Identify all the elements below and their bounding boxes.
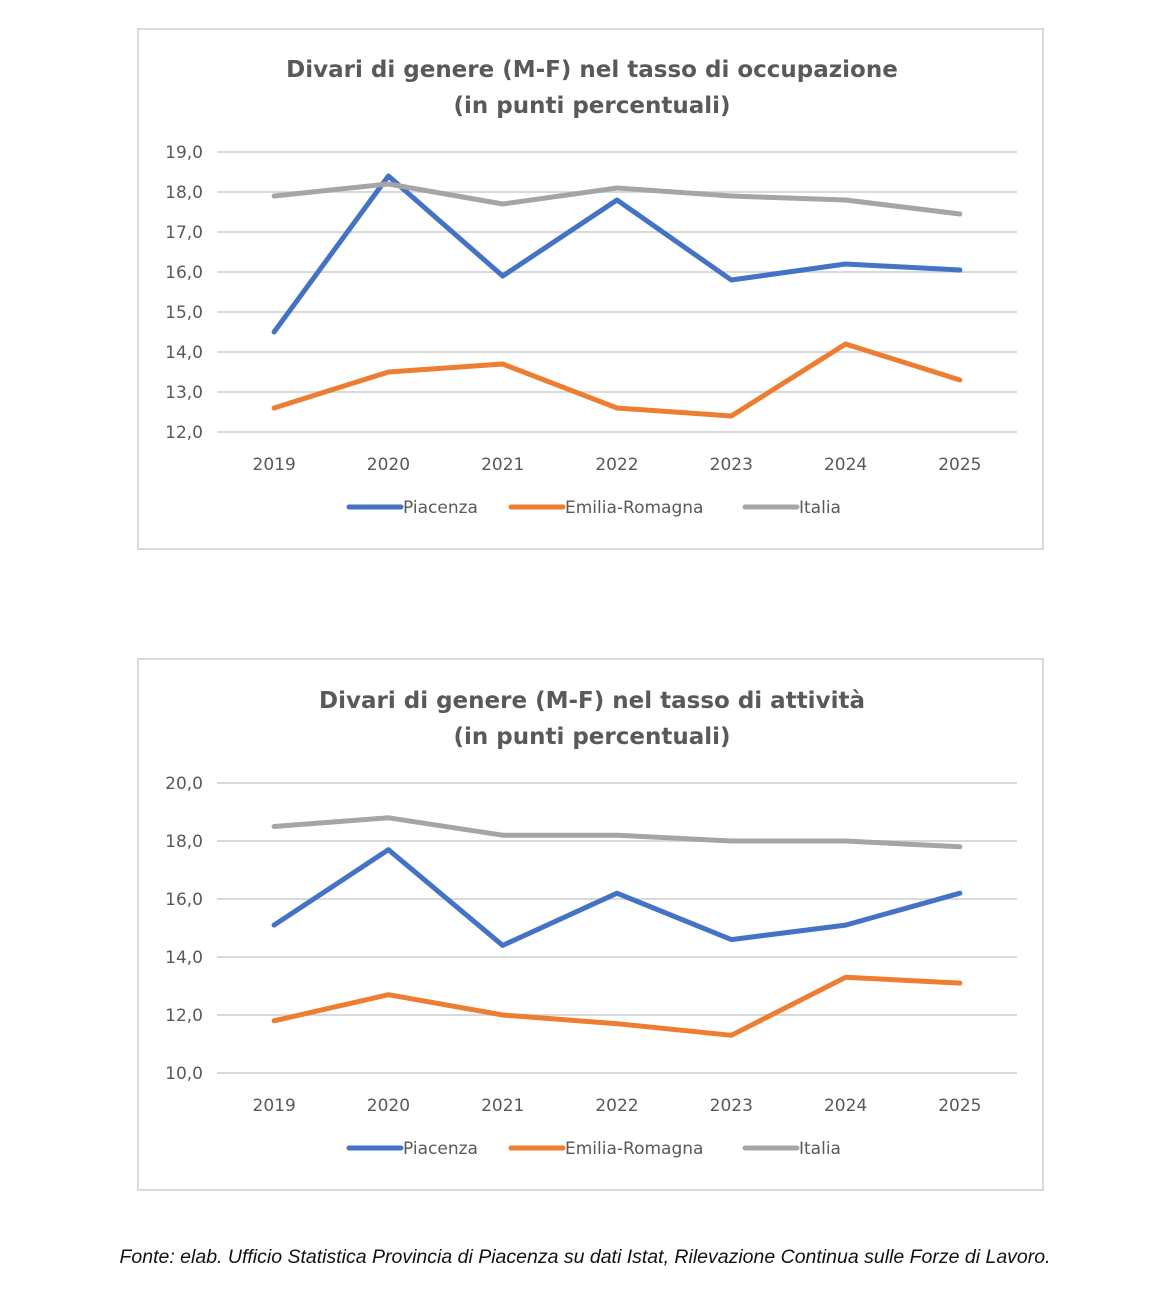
y-axis-ticks: 10,0 12,0 14,0 16,0 18,0 20,0 (165, 774, 203, 1084)
y-tick-label: 10,0 (165, 1064, 203, 1084)
x-axis-ticks: 2019 2020 2021 2022 2023 2024 2025 (253, 455, 982, 475)
chart-subtitle: (in punti percentuali) (453, 93, 730, 119)
x-tick-label: 2022 (595, 455, 638, 475)
x-axis-ticks: 2019 2020 2021 2022 2023 2024 2025 (253, 1096, 982, 1116)
y-tick-label: 16,0 (165, 263, 203, 283)
x-tick-label: 2021 (481, 1096, 524, 1116)
chart-title: Divari di genere (M-F) nel tasso di occu… (286, 57, 898, 83)
chart-title: Divari di genere (M-F) nel tasso di atti… (319, 688, 865, 714)
x-tick-label: 2019 (253, 455, 296, 475)
legend: Piacenza Emilia-Romagna Italia (346, 1139, 841, 1159)
legend-label: Emilia-Romagna (565, 498, 703, 518)
series-line-emilia-romagna (271, 974, 963, 1038)
x-tick-label: 2020 (367, 455, 410, 475)
series-line-piacenza (271, 173, 963, 335)
y-tick-label: 18,0 (165, 183, 203, 203)
legend: Piacenza Emilia-Romagna Italia (346, 498, 841, 518)
y-tick-label: 15,0 (165, 303, 203, 323)
series-lines (271, 815, 963, 1038)
x-tick-label: 2023 (710, 455, 753, 475)
chart-occupazione-svg: Divari di genere (M-F) nel tasso di occu… (165, 57, 1017, 518)
y-tick-label: 17,0 (165, 223, 203, 243)
x-tick-label: 2025 (938, 1096, 981, 1116)
series-line-piacenza (271, 847, 963, 948)
legend-label: Piacenza (403, 1139, 478, 1159)
y-tick-label: 16,0 (165, 890, 203, 910)
legend-label: Italia (799, 1139, 841, 1159)
x-tick-label: 2019 (253, 1096, 296, 1116)
legend-label: Italia (799, 498, 841, 518)
y-tick-label: 18,0 (165, 832, 203, 852)
y-tick-label: 14,0 (165, 343, 203, 363)
legend-label: Piacenza (403, 498, 478, 518)
gridlines (217, 782, 1017, 1074)
chart-attivita: Divari di genere (M-F) nel tasso di atti… (137, 658, 1044, 1191)
x-tick-label: 2023 (710, 1096, 753, 1116)
x-tick-label: 2021 (481, 455, 524, 475)
series-lines (271, 173, 963, 419)
series-line-italia (271, 815, 963, 850)
y-tick-label: 13,0 (165, 383, 203, 403)
y-tick-label: 20,0 (165, 774, 203, 794)
chart-subtitle: (in punti percentuali) (453, 724, 730, 750)
x-tick-label: 2024 (824, 1096, 867, 1116)
chart-attivita-svg: Divari di genere (M-F) nel tasso di atti… (165, 688, 1017, 1159)
x-tick-label: 2022 (595, 1096, 638, 1116)
y-tick-label: 12,0 (165, 1006, 203, 1026)
series-line-emilia-romagna (271, 341, 963, 419)
x-tick-label: 2020 (367, 1096, 410, 1116)
y-axis-ticks: 12,0 13,0 14,0 15,0 16,0 17,0 18,0 19,0 (165, 143, 203, 443)
x-tick-label: 2025 (938, 455, 981, 475)
y-tick-label: 19,0 (165, 143, 203, 163)
series-line-italia (271, 181, 963, 217)
chart-occupazione: Divari di genere (M-F) nel tasso di occu… (137, 28, 1044, 550)
source-note: Fonte: elab. Ufficio Statistica Provinci… (119, 1246, 1051, 1268)
x-tick-label: 2024 (824, 455, 867, 475)
y-tick-label: 12,0 (165, 423, 203, 443)
legend-label: Emilia-Romagna (565, 1139, 703, 1159)
y-tick-label: 14,0 (165, 948, 203, 968)
